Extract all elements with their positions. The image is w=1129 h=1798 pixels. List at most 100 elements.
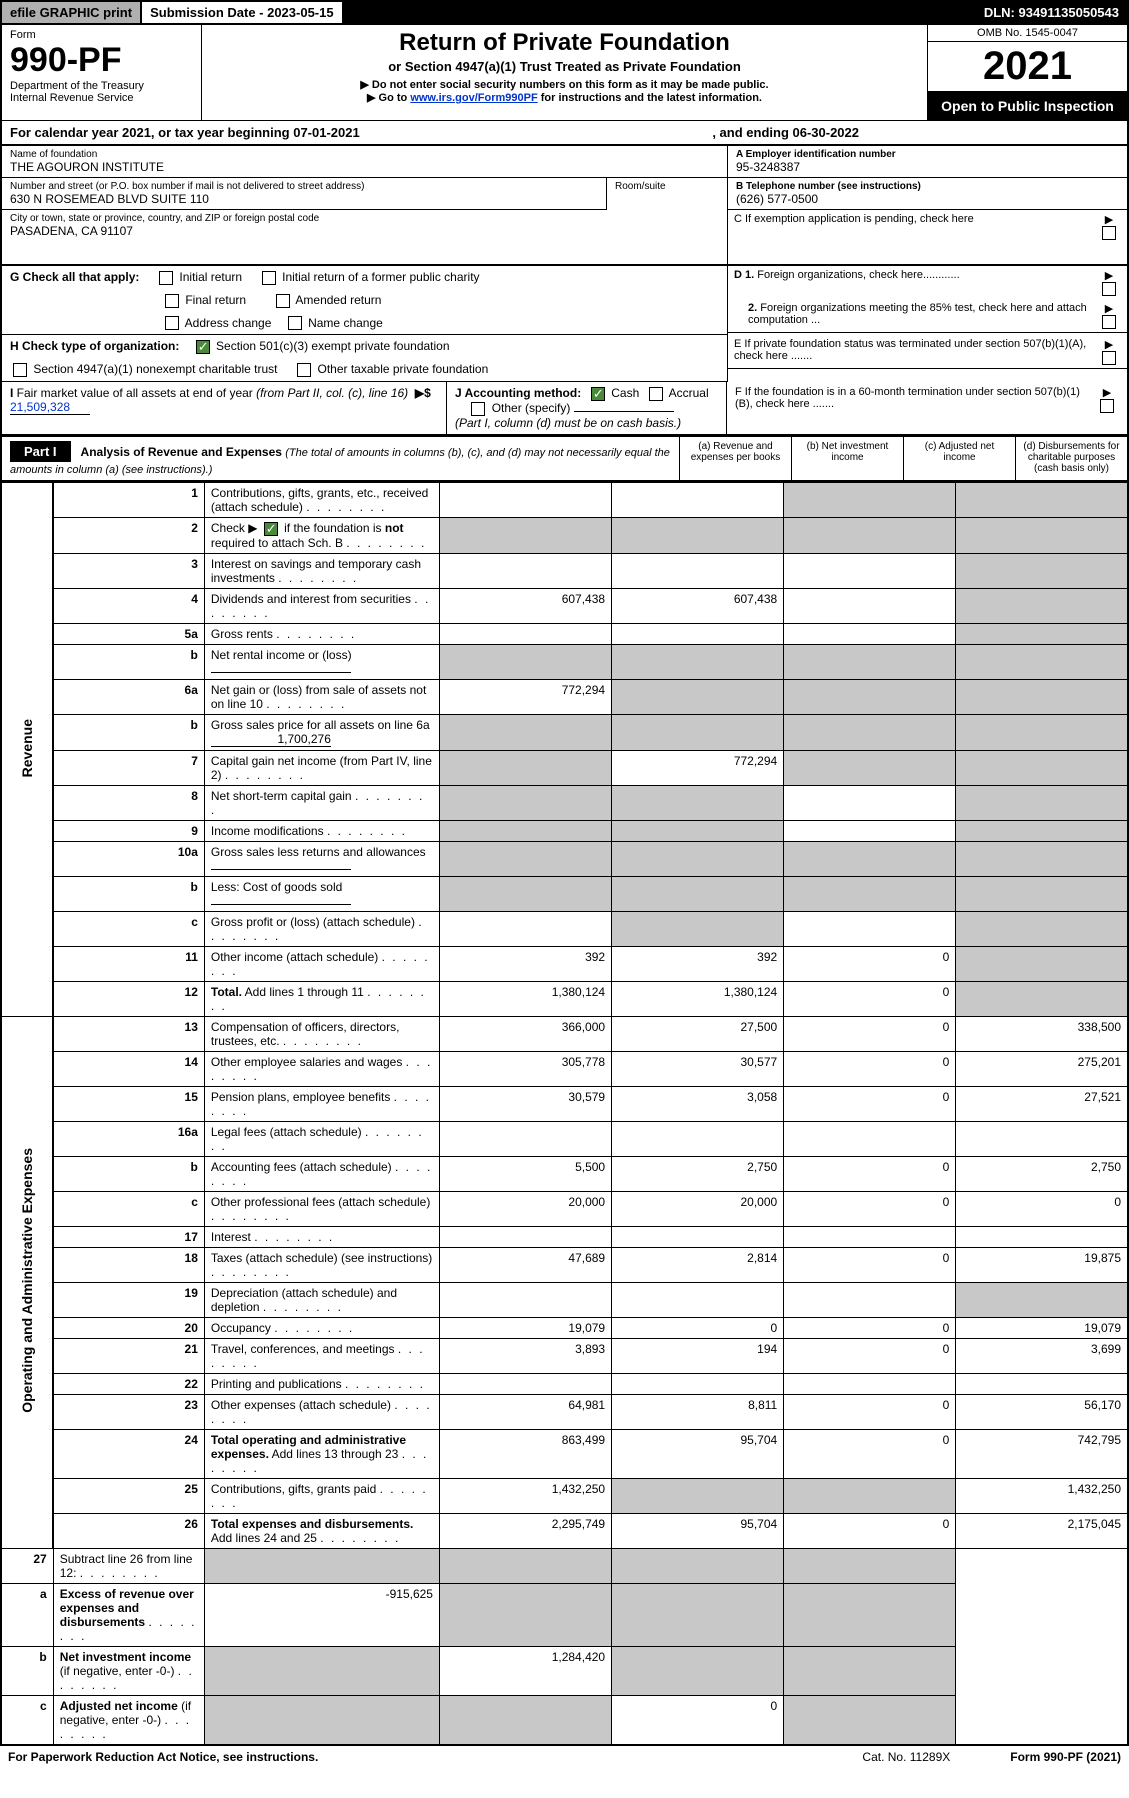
cell-val: 19,079: [439, 1317, 611, 1338]
cell-grey: [204, 1548, 439, 1583]
j-cell: J Accounting method: Cash Accrual Other …: [447, 382, 727, 434]
dln: DLN: 93491135050543: [976, 2, 1127, 23]
cell-grey: [784, 482, 956, 517]
d2-checkbox[interactable]: [1102, 315, 1116, 329]
cell-grey: [956, 482, 1128, 517]
cell-grey: [956, 876, 1128, 911]
cell-val: 5,500: [439, 1156, 611, 1191]
g-opt5: Name change: [308, 316, 383, 330]
f-checkbox[interactable]: [1100, 399, 1114, 413]
cell-grey: [956, 714, 1128, 750]
cell-val: 20,000: [439, 1191, 611, 1226]
cell-val: 392: [612, 946, 784, 981]
cell-val: 366,000: [439, 1016, 611, 1051]
cell-val: 305,778: [439, 1051, 611, 1086]
cell-val: [612, 1373, 784, 1394]
501c3-cb[interactable]: [196, 340, 210, 354]
row-desc: Subtract line 26 from line 12:: [53, 1548, 204, 1583]
cell-val: [784, 911, 956, 946]
cell-val: [784, 785, 956, 820]
final-return-cb[interactable]: [165, 294, 179, 308]
cell-val: [612, 1226, 784, 1247]
form990pf-link[interactable]: www.irs.gov/Form990PF: [410, 92, 537, 104]
amended-return-cb[interactable]: [276, 294, 290, 308]
d1-checkbox[interactable]: [1102, 282, 1116, 296]
addr-label: Number and street (or P.O. box number if…: [10, 181, 598, 192]
fmv-link[interactable]: 21,509,328: [10, 400, 90, 415]
cell-grey: [439, 876, 611, 911]
row-desc: Compensation of officers, directors, tru…: [204, 1016, 439, 1051]
table-row: 12Total. Add lines 1 through 11 1,380,12…: [1, 981, 1128, 1016]
cell-grey: [612, 644, 784, 679]
cash-cb[interactable]: [591, 387, 605, 401]
accrual-cb[interactable]: [649, 387, 663, 401]
cell-val: 392: [439, 946, 611, 981]
g-line: G Check all that apply: Initial return I…: [2, 266, 727, 289]
note2-pre: ▶ Go to: [367, 92, 410, 104]
cell-val: 47,689: [439, 1247, 611, 1282]
j-note: (Part I, column (d) must be on cash basi…: [455, 416, 681, 430]
efile-label: efile GRAPHIC print: [2, 2, 140, 23]
cell-val: [784, 1121, 956, 1156]
cell-grey: [612, 911, 784, 946]
cell-grey: [956, 981, 1128, 1016]
col-a-head: (a) Revenue and expenses per books: [679, 437, 791, 480]
form-note2: ▶ Go to www.irs.gov/Form990PF for instru…: [210, 91, 919, 104]
foundation-name-cell: Name of foundation THE AGOURON INSTITUTE: [2, 146, 727, 178]
calyear-end: , and ending 06-30-2022: [712, 125, 859, 140]
initial-former-cb[interactable]: [262, 271, 276, 285]
cell-grey: [204, 1695, 439, 1745]
row-num: b: [53, 714, 204, 750]
part1-label: Part I: [10, 441, 71, 462]
cell-grey: [956, 644, 1128, 679]
name-label: Name of foundation: [10, 149, 719, 160]
tax-year: 2021: [928, 42, 1127, 92]
ein-cell: A Employer identification number 95-3248…: [728, 146, 1127, 178]
city-cell: City or town, state or province, country…: [2, 210, 727, 241]
c-label: C If exemption application is pending, c…: [734, 213, 1097, 225]
cell-val: 0: [612, 1317, 784, 1338]
cell-val: [956, 1226, 1128, 1247]
ein-label: A Employer identification number: [736, 149, 1119, 160]
name-change-cb[interactable]: [288, 316, 302, 330]
h-opt2: Section 4947(a)(1) nonexempt charitable …: [33, 362, 277, 376]
cat-no: Cat. No. 11289X: [862, 1750, 950, 1764]
cell-grey: [612, 1478, 784, 1513]
cell-val: 95,704: [612, 1429, 784, 1478]
row-num: 5a: [53, 623, 204, 644]
cell-grey: [956, 517, 1128, 553]
other-method-cb[interactable]: [471, 402, 485, 416]
initial-return-cb[interactable]: [159, 271, 173, 285]
row-desc: Gross sales less returns and allowances: [204, 841, 439, 876]
other-taxable-cb[interactable]: [297, 363, 311, 377]
cell-val: [439, 1121, 611, 1156]
row-num: 18: [53, 1247, 204, 1282]
j-accrual: Accrual: [669, 386, 709, 400]
cell-grey: [612, 679, 784, 714]
cell-grey: [956, 911, 1128, 946]
cell-val: 3,893: [439, 1338, 611, 1373]
cell-val: 1,380,124: [612, 981, 784, 1016]
4947-cb[interactable]: [13, 363, 27, 377]
cell-val: -915,625: [204, 1583, 439, 1646]
cell-val: 194: [612, 1338, 784, 1373]
row-num: 26: [53, 1513, 204, 1548]
table-row: 23Other expenses (attach schedule) 64,98…: [1, 1394, 1128, 1429]
calyear-begin: For calendar year 2021, or tax year begi…: [10, 125, 360, 140]
form-subtitle: or Section 4947(a)(1) Trust Treated as P…: [210, 59, 919, 74]
row-num: 10a: [53, 841, 204, 876]
e-checkbox[interactable]: [1102, 351, 1116, 365]
cell-grey: [784, 876, 956, 911]
other-blank: [574, 411, 674, 412]
g-opt4: Address change: [185, 316, 272, 330]
cell-val: 30,577: [612, 1051, 784, 1086]
row-desc: Excess of revenue over expenses and disb…: [53, 1583, 204, 1646]
address-change-cb[interactable]: [165, 316, 179, 330]
cell-grey: [956, 553, 1128, 588]
cell-val: 8,811: [612, 1394, 784, 1429]
row-num: b: [1, 1646, 53, 1695]
cell-val: 27,500: [612, 1016, 784, 1051]
part1-title: Analysis of Revenue and Expenses: [81, 445, 282, 459]
schb-cb[interactable]: [264, 522, 278, 536]
c-checkbox[interactable]: [1102, 226, 1116, 240]
